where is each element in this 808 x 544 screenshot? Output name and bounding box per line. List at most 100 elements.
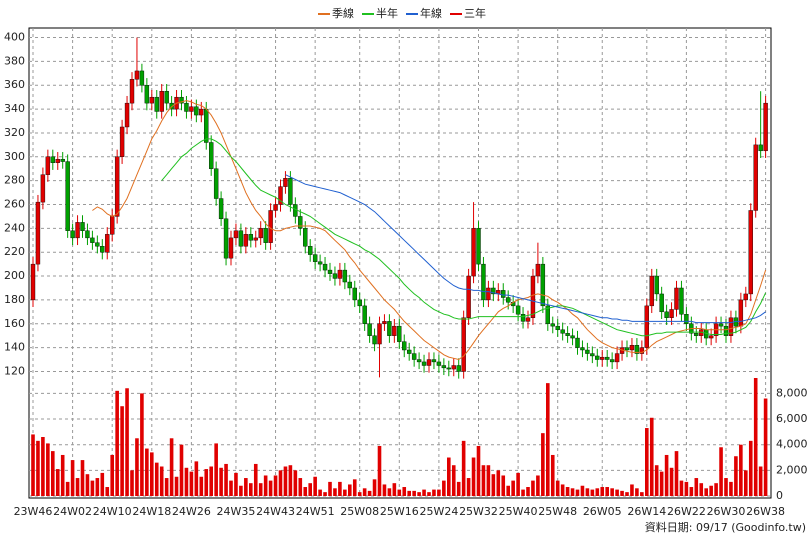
candle-body	[332, 273, 338, 279]
volume-bar	[669, 467, 674, 496]
candle-body	[139, 70, 145, 86]
candle-body	[451, 365, 456, 370]
volume-bar	[298, 478, 303, 496]
volume-bar	[541, 433, 545, 496]
candle-body	[283, 178, 288, 187]
volume-bar	[348, 484, 352, 496]
candle-body	[649, 275, 654, 307]
volume-bar	[496, 470, 501, 496]
volume-bar	[283, 466, 288, 496]
x-tick-label: 25W40	[499, 505, 538, 518]
volume-bar	[615, 489, 619, 496]
volume-bar	[179, 444, 184, 496]
candle-body	[466, 275, 471, 318]
volume-bar	[659, 471, 664, 496]
y-tick-label: 280	[4, 174, 25, 187]
x-tick-label: 24W51	[296, 505, 335, 518]
candle-body	[614, 353, 620, 363]
x-tick-label: 25W48	[538, 505, 577, 518]
volume-bar	[719, 447, 723, 496]
volume-bar	[80, 460, 85, 496]
candle-body	[114, 156, 120, 217]
volume-bar	[546, 383, 550, 496]
volume-bar	[140, 393, 144, 496]
volume-bar	[560, 484, 565, 496]
candle-body	[753, 144, 758, 211]
volume-bar	[536, 475, 540, 496]
candle-body	[357, 299, 362, 307]
volume-bar	[382, 484, 387, 496]
candle-body	[208, 142, 214, 169]
volume-bar	[402, 487, 407, 496]
volume-bar	[31, 434, 35, 496]
volume-bar	[343, 489, 347, 496]
volume-bar	[169, 438, 174, 496]
volume-bar	[239, 485, 243, 496]
candle-body	[530, 275, 536, 318]
volume-bar	[100, 472, 105, 496]
volume-bar	[204, 469, 209, 496]
volume-bar	[640, 492, 644, 496]
legend-label: 年線	[420, 6, 442, 20]
candle-body	[303, 228, 308, 247]
volume-bar	[313, 476, 317, 496]
candle-body	[382, 321, 387, 324]
candle-body	[213, 168, 219, 199]
volume-bar	[65, 481, 70, 496]
volume-bar	[481, 465, 486, 496]
volume-bar	[709, 485, 713, 496]
volume-bar	[724, 478, 728, 496]
volume-bar	[595, 488, 600, 496]
volume-bar	[630, 484, 634, 496]
candle-body	[105, 234, 110, 253]
candle-body	[718, 323, 724, 327]
volume-bar	[699, 483, 704, 496]
candle-body	[585, 349, 590, 354]
candle-body	[481, 263, 486, 301]
candle-body	[426, 359, 432, 366]
volume-bar	[417, 492, 421, 496]
volume-bar	[506, 485, 510, 496]
candle-body	[80, 222, 85, 231]
y-tick-label: 180	[4, 293, 25, 306]
volume-bar	[580, 485, 585, 496]
volume-bar	[249, 483, 253, 496]
footer: 資料日期: 09/17 (Goodinfo.tw)	[645, 520, 806, 534]
y-tick-label: 400	[4, 31, 25, 44]
candle-body	[461, 317, 466, 372]
volume-bar	[476, 445, 481, 496]
candle-body	[392, 325, 397, 336]
volume-bar	[288, 465, 293, 496]
volume-bar	[610, 488, 614, 496]
candle-body	[352, 287, 357, 301]
candle-body	[218, 198, 224, 220]
volume-bar	[625, 492, 629, 496]
candle-body	[520, 314, 526, 322]
volume-bar	[689, 487, 694, 496]
volume-bar	[278, 470, 283, 496]
x-tick-label: 25W32	[459, 505, 498, 518]
candle-body	[397, 325, 402, 342]
volume-bar	[600, 487, 605, 496]
candle-body	[337, 269, 343, 279]
volume-bar	[501, 475, 506, 496]
volume-bar	[565, 487, 570, 496]
volume-bar	[555, 480, 560, 496]
legend-label: 季線	[332, 6, 354, 20]
volume-bar	[526, 487, 530, 496]
candle-body	[748, 210, 753, 295]
volume-bar	[55, 469, 60, 496]
candle-body	[35, 201, 41, 265]
candle-body	[189, 106, 194, 112]
candle-body	[600, 356, 605, 360]
volume-bar	[744, 470, 748, 496]
candle-body	[75, 222, 80, 239]
y-tick-label: 380	[4, 54, 25, 67]
candle-body	[694, 333, 699, 336]
volume-bar	[734, 456, 738, 496]
volume-bar	[362, 488, 367, 496]
x-tick-label: 23W46	[14, 505, 53, 518]
volume-bar	[318, 489, 322, 496]
volume-bar	[145, 448, 149, 496]
candle-body	[456, 365, 461, 372]
